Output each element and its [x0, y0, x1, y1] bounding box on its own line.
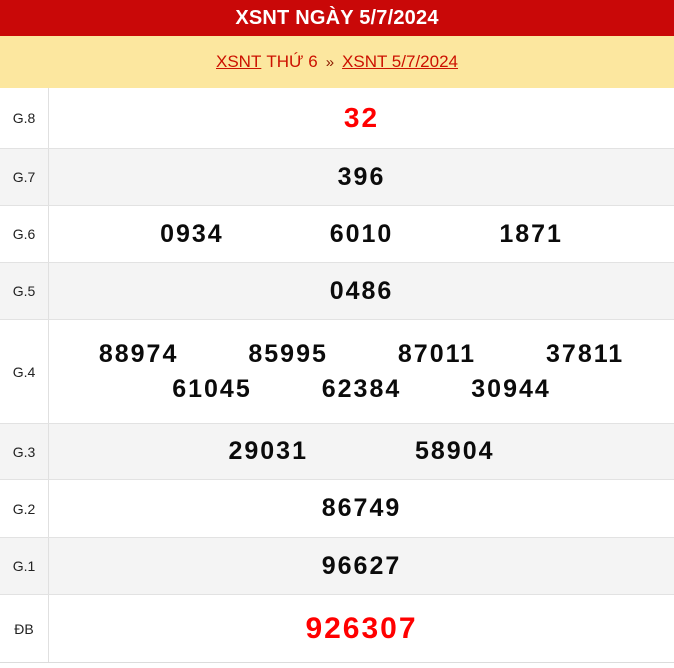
prize-number: 926307 — [305, 611, 418, 645]
prize-row-g1: G.1 96627 — [0, 537, 674, 594]
prize-label: ĐB — [0, 595, 49, 662]
prize-number: 29031 — [228, 437, 308, 465]
breadcrumb-separator-icon: » — [325, 53, 335, 71]
prize-label: G.4 — [0, 320, 49, 423]
prize-number: 85995 — [248, 339, 328, 368]
prize-number: 96627 — [321, 551, 402, 580]
prize-number: 6010 — [329, 219, 394, 248]
prize-row-g2: G.2 86749 — [0, 479, 674, 537]
prize-row-db: ĐB 926307 — [0, 594, 674, 663]
page-title: XSNT NGÀY 5/7/2024 — [235, 6, 439, 29]
prize-number: 0486 — [329, 276, 394, 305]
prize-row-g7: G.7 396 — [0, 148, 674, 205]
prize-number: 87011 — [397, 339, 477, 368]
breadcrumb-region-link[interactable]: XSNT — [216, 52, 262, 71]
prize-number: 30944 — [471, 374, 551, 403]
prize-number: 62384 — [321, 374, 402, 403]
prize-label: G.1 — [0, 538, 49, 594]
prize-label: G.6 — [0, 206, 49, 262]
title-bar: XSNT NGÀY 5/7/2024 — [0, 0, 674, 36]
breadcrumb: XSNT THỨ 6 » XSNT 5/7/2024 — [0, 36, 674, 88]
prize-number: 0934 — [160, 219, 224, 248]
prize-row-g6: G.6 0934 6010 1871 — [0, 205, 674, 262]
prize-number: 1871 — [499, 219, 563, 248]
prize-row-g4: G.4 88974 85995 87011 37811 61045 62384 … — [0, 319, 674, 423]
prize-label: G.8 — [0, 88, 49, 148]
prize-number: 61045 — [172, 374, 252, 403]
prize-number: 88974 — [98, 339, 179, 368]
breadcrumb-weekday: THỨ 6 — [266, 52, 318, 71]
prize-number: 37811 — [546, 339, 625, 368]
prize-number: 396 — [337, 162, 386, 191]
prize-number: 32 — [343, 102, 380, 133]
prize-number: 58904 — [415, 437, 495, 465]
breadcrumb-date-link[interactable]: XSNT 5/7/2024 — [342, 52, 458, 71]
prize-row-g8: G.8 32 — [0, 88, 674, 148]
prize-row-g3: G.3 29031 58904 — [0, 423, 674, 479]
prize-label: G.5 — [0, 263, 49, 319]
prize-label: G.7 — [0, 149, 49, 205]
results-table: G.8 32 G.7 396 G.6 0934 6010 1871 G.5 04… — [0, 88, 674, 663]
prize-row-g5: G.5 0486 — [0, 262, 674, 319]
prize-number: 86749 — [321, 494, 402, 522]
prize-label: G.3 — [0, 424, 49, 479]
prize-label: G.2 — [0, 480, 49, 537]
